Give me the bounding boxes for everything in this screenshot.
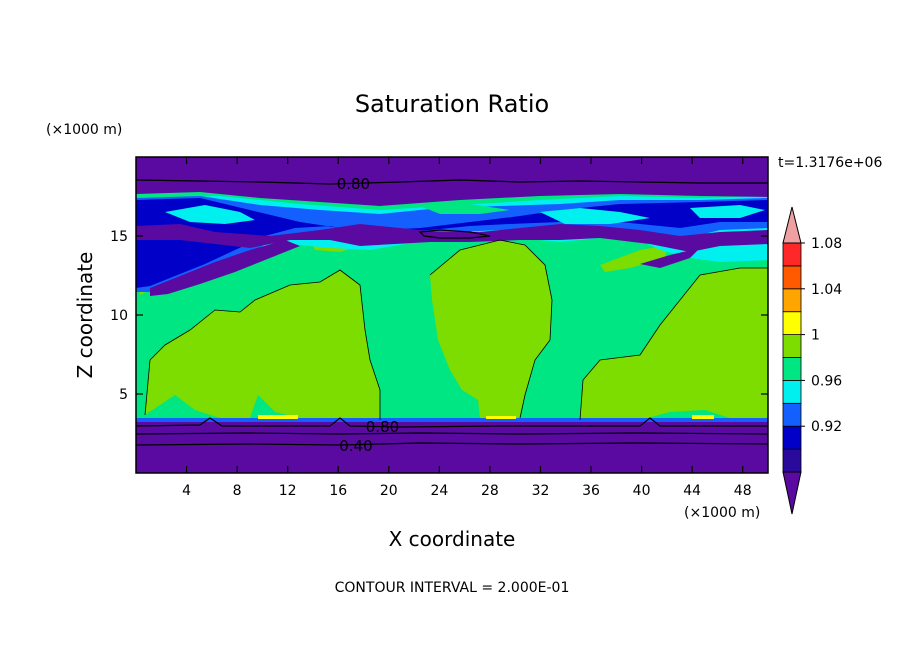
- y-unit-label: (×1000 m): [46, 122, 122, 138]
- field-cyan-patch-b: [540, 208, 650, 224]
- colorbar-label: 1: [811, 328, 820, 344]
- contour-line-mid-lime: [429, 239, 553, 419]
- colorbar: 0.92 0.96 1 1.04 1.08: [782, 206, 842, 515]
- colorbar-label: 1.04: [811, 282, 842, 298]
- y-axis-title: Z coordinate: [73, 252, 97, 379]
- field-cyan-patch-c: [690, 205, 765, 218]
- x-tick-label: 48: [734, 483, 752, 499]
- field-violet-left-streak: [150, 240, 300, 296]
- colorbar-segment: [782, 448, 802, 473]
- contour-line-top: [136, 179, 768, 185]
- field-yellow-speck-c: [486, 416, 516, 419]
- contour-field: [136, 157, 768, 473]
- colorbar-label: 1.08: [811, 236, 842, 252]
- x-tick-label: 16: [329, 483, 347, 499]
- contour-label: 0.80: [366, 418, 399, 436]
- contour-line-bottom-b: [136, 432, 768, 435]
- y-tick-label: 5: [119, 387, 128, 403]
- field-violet-right-streak: [640, 248, 700, 268]
- colorbar-segment: [782, 288, 802, 313]
- field-yellow-speck-a: [258, 415, 298, 419]
- x-unit-label: (×1000 m): [684, 505, 760, 521]
- field-lime-right: [600, 245, 668, 272]
- colorbar-lower-arrow: [782, 471, 802, 515]
- colorbar-segment: [782, 242, 802, 267]
- x-tick-label: 24: [430, 483, 448, 499]
- contour-line-bottom-a: [136, 417, 768, 428]
- x-tick-label: 4: [182, 483, 191, 499]
- x-axis: 4 8 12 16 20 24 28 32 36 40 44 48: [182, 157, 752, 499]
- contour-line-east: [579, 267, 768, 421]
- colorbar-label: 0.96: [811, 373, 842, 389]
- colorbar-segment: [782, 334, 802, 358]
- colorbar-segment: [782, 357, 802, 381]
- field-violet-top: [136, 157, 768, 206]
- colorbar-segment: [782, 425, 802, 450]
- x-tick-label: 20: [380, 483, 398, 499]
- field-violet-bottom: [136, 422, 768, 473]
- y-tick-label: 15: [110, 229, 128, 245]
- colorbar-segment: [782, 265, 802, 290]
- x-tick-label: 40: [633, 483, 651, 499]
- y-axis: 5 10 15: [110, 229, 768, 403]
- colorbar-upper-arrow: [782, 206, 802, 244]
- colorbar-segment: [782, 311, 802, 336]
- field-lime-west: [145, 270, 380, 420]
- contour-line-bottom-c: [136, 442, 768, 446]
- field-cyan-patch-a: [165, 205, 255, 224]
- field-yellow-speck-b: [692, 415, 714, 419]
- x-axis-title: X coordinate: [389, 527, 516, 551]
- contour-line-mid: [418, 229, 491, 239]
- colorbar-label: 0.92: [811, 419, 842, 435]
- field-lime-mid: [430, 240, 552, 418]
- field-lime-east: [580, 268, 768, 420]
- colorbar-segment: [782, 379, 802, 404]
- time-label: t=1.3176e+06: [778, 155, 882, 171]
- x-tick-label: 32: [532, 483, 550, 499]
- x-tick-label: 28: [481, 483, 499, 499]
- x-tick-label: 8: [233, 483, 242, 499]
- x-tick-label: 12: [279, 483, 297, 499]
- colorbar-segment: [782, 402, 802, 427]
- x-tick-label: 36: [582, 483, 600, 499]
- contour-label: 0.40: [339, 437, 372, 455]
- contour-line-west: [144, 269, 381, 420]
- field-green-patch-a: [420, 204, 510, 214]
- x-tick-label: 44: [683, 483, 701, 499]
- chart-title: Saturation Ratio: [355, 90, 549, 118]
- y-tick-label: 10: [110, 308, 128, 324]
- contour-interval-note: CONTOUR INTERVAL = 2.000E-01: [335, 580, 570, 596]
- contour-label: 0.80: [337, 175, 370, 193]
- contour-labels: 0.800.800.40: [337, 175, 399, 455]
